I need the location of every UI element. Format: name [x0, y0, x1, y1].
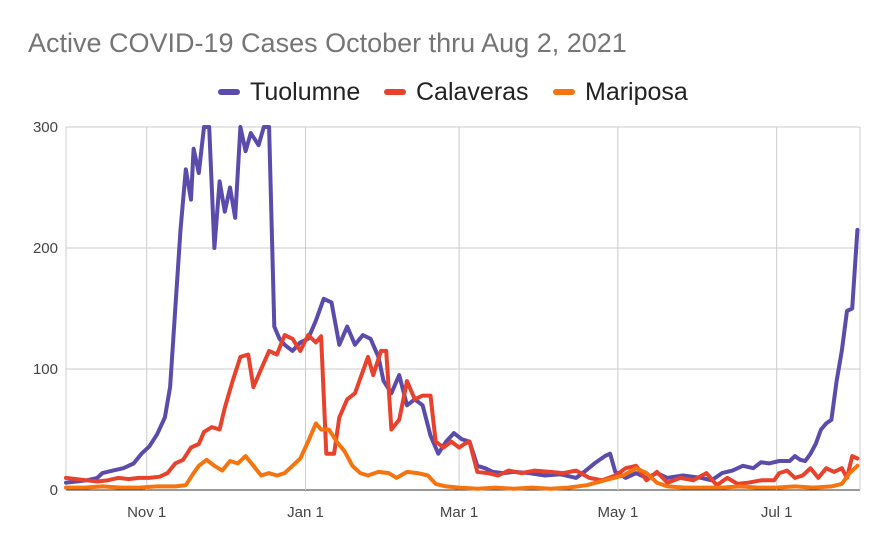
- legend-label: Mariposa: [585, 77, 688, 106]
- x-tick-label: Jan 1: [287, 504, 324, 521]
- legend-label: Calaveras: [416, 77, 529, 106]
- y-tick-label: 300: [33, 119, 58, 136]
- x-tick-label: Nov 1: [127, 504, 166, 521]
- chart-title: Active COVID-19 Cases October thru Aug 2…: [28, 28, 627, 58]
- legend-swatch: [553, 89, 575, 95]
- legend: Tuolumne Calaveras Mariposa: [0, 76, 888, 108]
- series-line-calaveras: [64, 333, 860, 488]
- legend-item-tuolumne: Tuolumne: [218, 76, 360, 108]
- x-tick-label: Jul 1: [761, 504, 793, 521]
- axes: 0 100 200 300 Nov 1 Jan 1 Mar 1 May 1 Jul 1: [33, 119, 793, 521]
- legend-item-calaveras: Calaveras: [384, 76, 529, 108]
- legend-item-mariposa: Mariposa: [553, 76, 688, 108]
- x-tick-label: Mar 1: [440, 504, 478, 521]
- legend-swatch: [218, 89, 240, 95]
- y-tick-label: 0: [50, 482, 58, 499]
- y-tick-label: 200: [33, 240, 58, 257]
- series-lines: [64, 125, 860, 491]
- x-tick-label: May 1: [597, 504, 638, 521]
- grid: [65, 126, 861, 491]
- legend-swatch: [384, 89, 406, 95]
- y-tick-label: 100: [33, 361, 58, 378]
- series-line-tuolumne: [64, 125, 860, 485]
- series-line-mariposa: [64, 421, 860, 491]
- legend-label: Tuolumne: [250, 77, 361, 106]
